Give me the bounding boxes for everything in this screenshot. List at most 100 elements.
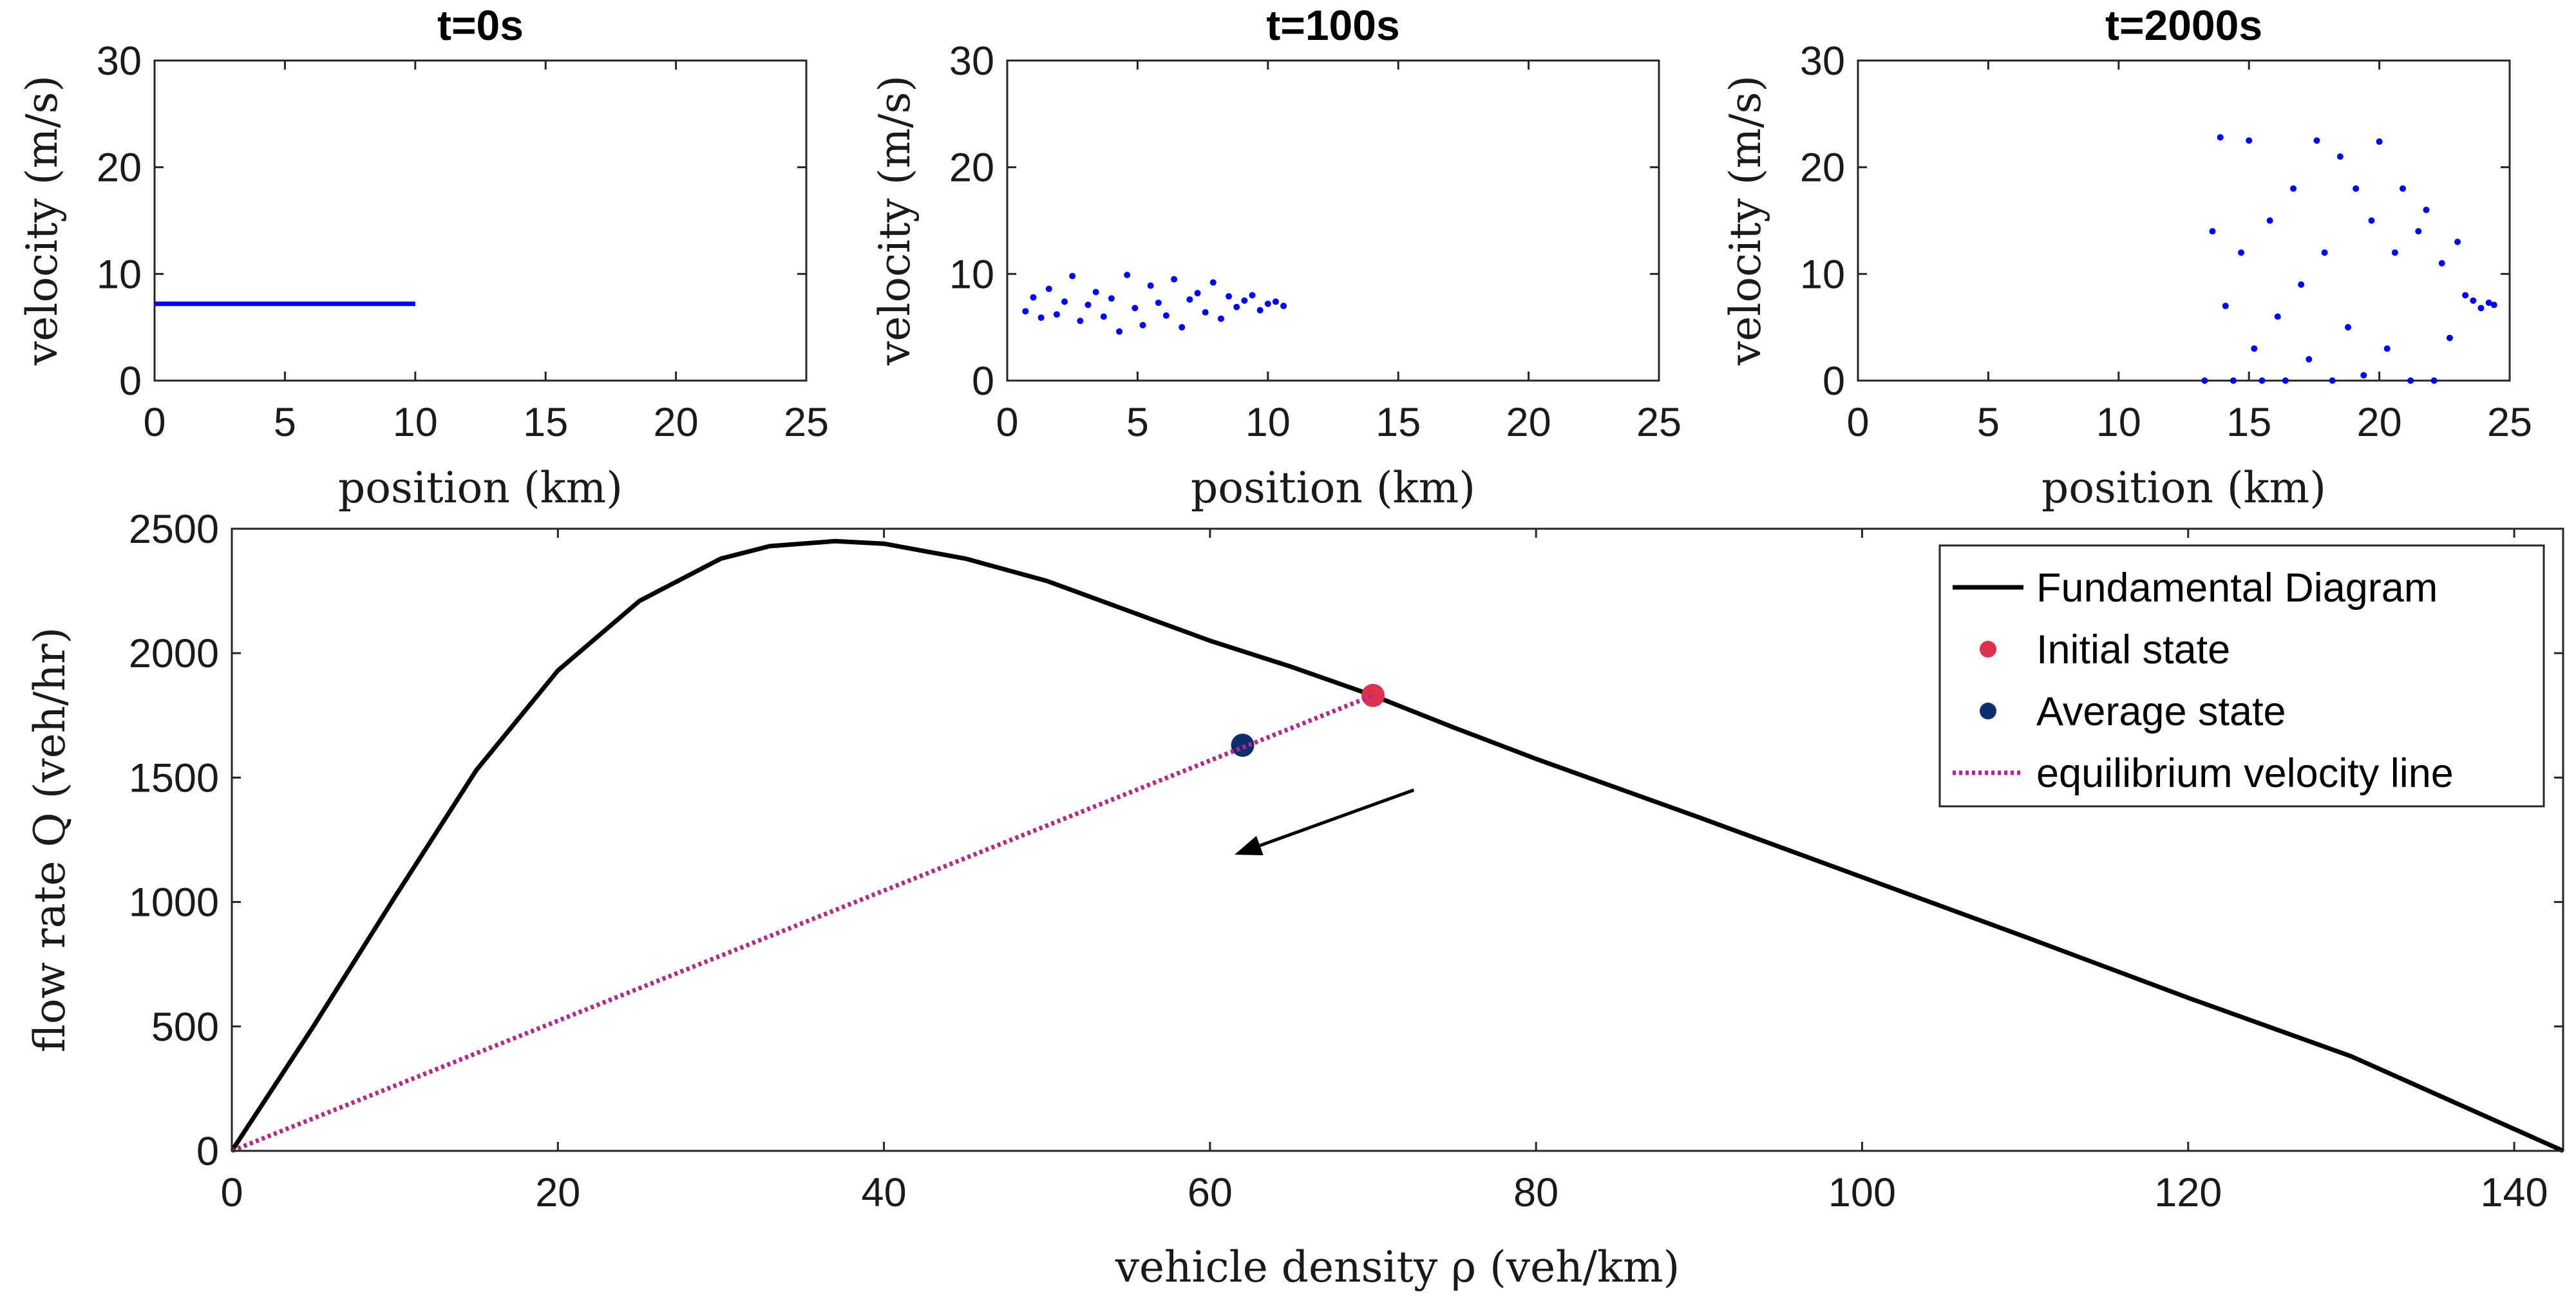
data-point [2266,217,2273,224]
x-tick-label: 20 [535,1170,580,1215]
legend-marker-swatch [1980,703,1996,719]
x-tick-label: 10 [2096,400,2141,445]
x-tick-label: 5 [274,400,296,445]
x-tick-label: 25 [2487,400,2532,445]
legend-label: Initial state [2036,627,2230,672]
y-tick-label: 0 [119,359,142,404]
y-tick-label: 1500 [129,755,219,801]
data-point [1280,303,1287,310]
x-tick-label: 5 [1977,400,2000,445]
x-tick-label: 20 [654,400,699,445]
data-point [2336,153,2344,160]
data-point [1179,324,1186,331]
data-point [1100,313,1107,320]
legend: Fundamental Diagram Initial state Averag… [1938,544,2545,808]
data-point [2329,377,2336,384]
data-point [2376,138,2383,145]
y-tick-label: 1000 [129,880,219,925]
legend-marker-swatch [1980,641,1996,658]
data-point [2217,134,2224,141]
y-tick-label: 30 [949,39,994,84]
y-axis-label: flow rate Q (veh/hr) [25,627,75,1052]
velocity-panel-t100: t=100s position (km) velocity (m/s) 0 5 10… [870,1,1681,513]
legend-item-equilibrium-velocity-line: equilibrium velocity line [1953,751,2454,796]
arrow-shaft [1259,788,1415,848]
data-point [1045,285,1052,292]
data-point [1132,305,1139,312]
y-tick-label: 20 [97,146,142,191]
x-tick-label: 10 [393,400,438,445]
data-point [1264,300,1271,307]
data-point [2259,377,2266,384]
data-point [1233,303,1240,310]
data-point [1108,295,1115,302]
data-point [2345,324,2352,331]
data-point [1241,297,1248,304]
plot-area [1857,59,2511,382]
data-point [2454,238,2461,245]
data-point [1030,294,1037,301]
y-tick-label: 2500 [129,507,219,552]
y-tick-label: 0 [1823,359,1845,404]
x-axis-label: position (km) [1191,463,1475,513]
data-point [1256,307,1264,314]
x-tick-label: 0 [996,400,1018,445]
data-layer [1022,271,1287,335]
data-point [1272,298,1279,305]
series-line [232,538,2563,1153]
panel-title: t=100s [1266,1,1399,49]
y-axis-label: velocity (m/s) [1721,75,1770,366]
y-tick-label: 500 [151,1005,219,1050]
data-point [1124,271,1131,278]
x-tick-label: 80 [1513,1170,1558,1215]
data-layer [232,538,2563,1153]
data-point [1155,299,1162,307]
data-point [2238,249,2245,256]
x-tick-label: 120 [2154,1170,2222,1215]
data-point [2306,355,2313,363]
y-tick-label: 2000 [129,631,219,676]
legend-item-fundamental-diagram: Fundamental Diagram [1953,565,2438,611]
data-point [2313,137,2320,144]
data-point [1171,276,1178,283]
data-point [1022,308,1029,315]
data-point [2251,345,2258,352]
x-tick-label: 0 [1846,400,1869,445]
velocity-panel-t0: t=0s position (km) velocity (m/s) 0 5 10 15… [17,1,829,513]
y-tick-label: 10 [97,252,142,297]
data-point [2246,137,2253,144]
plot-area [1006,59,1660,382]
x-tick-label: 60 [1188,1170,1233,1215]
x-tick-label: 5 [1126,400,1149,445]
data-point [1116,328,1123,335]
y-axis-label: velocity (m/s) [17,75,67,366]
data-point [1217,315,1224,322]
data-point [2290,185,2297,192]
data-point [2222,303,2229,310]
data-point [1226,293,1233,300]
data-point [2400,185,2407,192]
velocity-panel-t2000: t=2000s position (km) velocity (m/s) 0 5 1… [1721,1,2532,513]
data-point [2230,377,2237,384]
legend-label: Fundamental Diagram [2036,565,2438,611]
legend-item-initial-state: Initial state [1980,627,2230,672]
y-tick-label: 30 [1800,39,1845,84]
y-tick-label: 30 [97,39,142,84]
x-tick-label: 25 [1636,400,1681,445]
data-point [2446,334,2453,341]
data-point [2282,377,2289,384]
legend-label: Average state [2036,689,2286,734]
data-point [1139,321,1146,328]
data-point [2430,377,2438,384]
y-axis-label: velocity (m/s) [870,75,920,366]
data-point [2485,299,2492,307]
y-tick-label: 20 [949,146,994,191]
data-point [1061,298,1068,305]
data-point [2477,305,2485,312]
legend-item-average-state: Average state [1980,689,2286,734]
x-tick-label: 0 [143,400,166,445]
x-tick-label: 40 [862,1170,907,1215]
data-point [1194,290,1201,297]
data-point [2298,281,2305,288]
